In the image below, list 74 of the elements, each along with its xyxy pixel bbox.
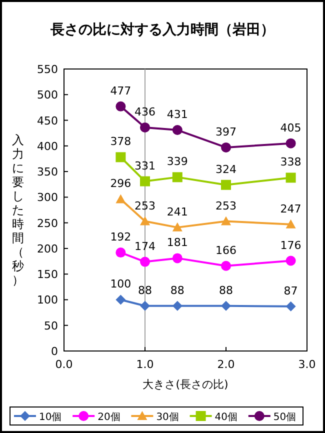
point xyxy=(140,122,150,132)
data-label: 88 xyxy=(170,284,184,297)
data-label: 176 xyxy=(280,238,302,252)
point xyxy=(140,256,150,267)
y-tick-label: 50 xyxy=(44,319,58,332)
data-label: 338 xyxy=(280,156,302,169)
data-label: 378 xyxy=(110,135,132,148)
data-label: 247 xyxy=(280,202,302,216)
data-label: 339 xyxy=(166,155,188,168)
text: 入力に要した時間（秒） xyxy=(12,133,24,287)
data-label: 100 xyxy=(110,278,132,291)
point xyxy=(221,180,231,190)
chart-title: 長さの比に対する入力時間（岩田） xyxy=(50,21,274,38)
point xyxy=(116,194,126,204)
data-label: 174 xyxy=(134,240,156,253)
point xyxy=(221,260,231,271)
point xyxy=(116,248,126,258)
point xyxy=(286,138,296,148)
data-label: 166 xyxy=(216,244,236,257)
y-tick-label: 550 xyxy=(37,63,58,76)
data-label: 253 xyxy=(134,199,156,212)
data-label: 431 xyxy=(166,108,188,122)
point xyxy=(172,300,182,311)
y-tick-label: 500 xyxy=(37,88,58,102)
data-label: 324 xyxy=(216,162,236,176)
legend-label: 10個 xyxy=(39,412,62,423)
x-axis-title: 大きさ(長さの比) xyxy=(142,378,228,391)
data-label: 397 xyxy=(216,125,236,138)
y-tick-label: 350 xyxy=(37,166,58,179)
legend-label: 40個 xyxy=(214,412,238,423)
point xyxy=(286,172,296,183)
y-tick-label: 200 xyxy=(37,242,58,256)
point xyxy=(140,216,150,226)
point xyxy=(140,300,150,311)
point xyxy=(116,294,126,305)
point xyxy=(221,300,231,311)
point xyxy=(172,125,182,136)
y-tick-label: 450 xyxy=(37,114,58,128)
point xyxy=(116,152,126,162)
y-tick-label: 150 xyxy=(37,268,58,282)
point xyxy=(172,253,182,264)
y-tick-label: 300 xyxy=(37,191,58,204)
point xyxy=(172,222,182,232)
data-label: 87 xyxy=(284,284,298,298)
data-label: 296 xyxy=(110,177,132,190)
y-tick-label: 250 xyxy=(37,216,58,230)
data-label: 477 xyxy=(110,84,132,98)
y-tick-label: 0 xyxy=(51,345,58,358)
data-label: 181 xyxy=(166,236,188,250)
point xyxy=(221,142,231,152)
data-label: 331 xyxy=(134,159,156,172)
data-label: 436 xyxy=(134,105,156,118)
data-label: 253 xyxy=(216,199,236,212)
legend-label: 30個 xyxy=(156,412,179,423)
x-tick-label: 3.0 xyxy=(298,358,316,371)
data-label: 192 xyxy=(110,230,132,244)
legend-label: 50個 xyxy=(273,412,296,423)
point xyxy=(286,301,296,312)
point xyxy=(221,216,231,226)
point xyxy=(286,256,296,266)
y-tick-label: 400 xyxy=(37,140,58,153)
data-label: 241 xyxy=(166,205,188,218)
y-tick-label: 100 xyxy=(37,294,58,307)
point xyxy=(172,172,182,182)
x-tick-label: 2.0 xyxy=(217,358,235,371)
legend-label: 20個 xyxy=(98,412,120,423)
x-tick-label: 0.0 xyxy=(55,358,73,371)
point xyxy=(140,176,150,186)
data-label: 405 xyxy=(280,121,302,134)
x-tick-label: 1.0 xyxy=(136,358,154,371)
point xyxy=(286,219,296,228)
data-label: 88 xyxy=(219,284,233,297)
data-label: 88 xyxy=(138,284,152,297)
point xyxy=(116,101,126,112)
